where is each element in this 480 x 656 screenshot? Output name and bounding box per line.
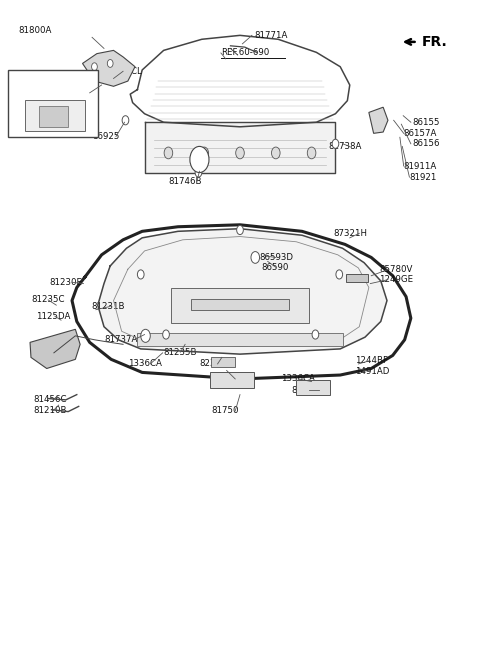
Polygon shape bbox=[210, 373, 254, 388]
Circle shape bbox=[251, 251, 260, 263]
Text: 86593D: 86593D bbox=[259, 253, 293, 262]
Text: FR.: FR. bbox=[421, 35, 447, 49]
Polygon shape bbox=[98, 229, 387, 354]
Text: 1336CA: 1336CA bbox=[128, 359, 162, 369]
Text: 1491AD: 1491AD bbox=[355, 367, 389, 377]
FancyBboxPatch shape bbox=[38, 106, 68, 127]
Polygon shape bbox=[192, 298, 288, 310]
Text: 85780V: 85780V bbox=[379, 265, 413, 274]
Polygon shape bbox=[83, 51, 135, 87]
FancyBboxPatch shape bbox=[8, 70, 98, 136]
Circle shape bbox=[336, 270, 343, 279]
Text: 81230E: 81230E bbox=[49, 277, 82, 287]
Text: 81750: 81750 bbox=[211, 407, 239, 415]
Text: 81800A: 81800A bbox=[18, 26, 51, 35]
Polygon shape bbox=[130, 35, 350, 127]
Circle shape bbox=[312, 330, 319, 339]
Text: 1125DA: 1125DA bbox=[36, 312, 70, 321]
Text: 81210B: 81210B bbox=[34, 407, 67, 415]
Circle shape bbox=[108, 60, 113, 68]
Circle shape bbox=[236, 147, 244, 159]
Text: 1014CL: 1014CL bbox=[109, 67, 142, 76]
Text: 81921: 81921 bbox=[409, 173, 437, 182]
Circle shape bbox=[200, 147, 208, 159]
Text: 81830B: 81830B bbox=[216, 375, 250, 384]
Text: a: a bbox=[197, 155, 202, 164]
Circle shape bbox=[272, 147, 280, 159]
Text: 1327AC: 1327AC bbox=[56, 89, 90, 97]
Text: 81754: 81754 bbox=[291, 386, 319, 394]
Circle shape bbox=[237, 226, 243, 235]
Circle shape bbox=[141, 329, 150, 342]
Text: 1249GE: 1249GE bbox=[379, 275, 413, 284]
Text: 81738A: 81738A bbox=[328, 142, 361, 151]
Text: 86590: 86590 bbox=[262, 263, 289, 272]
Text: 82315B: 82315B bbox=[199, 359, 233, 369]
Text: 81456C: 81456C bbox=[34, 396, 67, 404]
Polygon shape bbox=[369, 107, 388, 133]
Circle shape bbox=[332, 139, 339, 148]
Circle shape bbox=[195, 168, 202, 177]
Circle shape bbox=[164, 147, 173, 159]
Text: 86157A: 86157A bbox=[404, 129, 437, 138]
Text: 81235C: 81235C bbox=[31, 295, 64, 304]
Polygon shape bbox=[346, 274, 368, 282]
Text: 86925: 86925 bbox=[92, 132, 120, 141]
Text: a: a bbox=[16, 89, 22, 99]
Text: 81235B: 81235B bbox=[164, 348, 197, 357]
Polygon shape bbox=[211, 358, 235, 367]
Text: 1336CA: 1336CA bbox=[281, 375, 314, 384]
Circle shape bbox=[122, 115, 129, 125]
Text: 81746B: 81746B bbox=[168, 176, 202, 186]
Polygon shape bbox=[137, 333, 343, 346]
Polygon shape bbox=[144, 122, 336, 173]
Text: 1244BF: 1244BF bbox=[355, 356, 387, 365]
Text: 81911A: 81911A bbox=[404, 161, 437, 171]
FancyBboxPatch shape bbox=[25, 100, 85, 131]
Circle shape bbox=[163, 330, 169, 339]
Text: REF.60-690: REF.60-690 bbox=[221, 49, 269, 58]
Text: 81231B: 81231B bbox=[91, 302, 125, 311]
Text: 81737A: 81737A bbox=[104, 335, 137, 344]
Polygon shape bbox=[30, 329, 80, 369]
Circle shape bbox=[190, 146, 209, 173]
Polygon shape bbox=[171, 287, 309, 323]
Text: H95710: H95710 bbox=[29, 90, 63, 98]
Text: 87321H: 87321H bbox=[333, 229, 367, 237]
Text: 81771A: 81771A bbox=[254, 31, 288, 40]
Polygon shape bbox=[296, 380, 330, 395]
Text: 86155: 86155 bbox=[413, 117, 440, 127]
Circle shape bbox=[137, 270, 144, 279]
Circle shape bbox=[307, 147, 316, 159]
Circle shape bbox=[92, 63, 97, 71]
Text: 86156: 86156 bbox=[413, 139, 440, 148]
